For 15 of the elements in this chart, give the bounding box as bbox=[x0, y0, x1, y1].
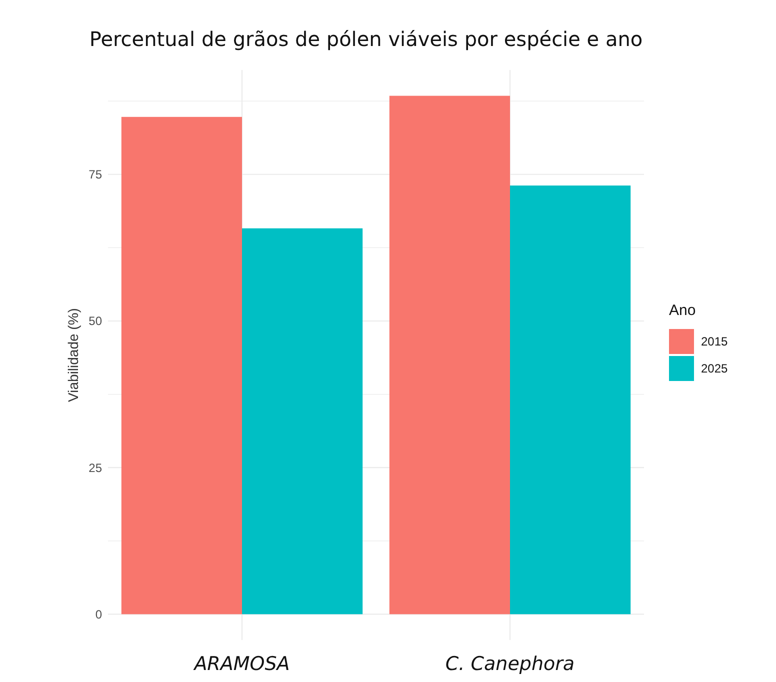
chart-title: Percentual de grãos de pólen viáveis por espécie e ano bbox=[89, 27, 643, 51]
legend-title: Ano bbox=[669, 302, 696, 319]
x-tick-label: ARAMOSA bbox=[192, 653, 290, 675]
bar bbox=[510, 186, 631, 614]
legend-label: 2025 bbox=[701, 362, 728, 376]
x-tick-label: C. Canephora bbox=[445, 653, 575, 675]
y-tick-label: 0 bbox=[95, 607, 102, 622]
bar bbox=[389, 96, 510, 614]
y-axis-title: Viabilidade (%) bbox=[65, 308, 81, 402]
bar bbox=[121, 116, 242, 614]
legend-label: 2015 bbox=[701, 334, 728, 349]
y-tick-label: 75 bbox=[88, 168, 102, 182]
y-tick-label: 25 bbox=[88, 460, 102, 475]
bar bbox=[242, 228, 363, 614]
y-tick-label: 50 bbox=[88, 314, 102, 328]
